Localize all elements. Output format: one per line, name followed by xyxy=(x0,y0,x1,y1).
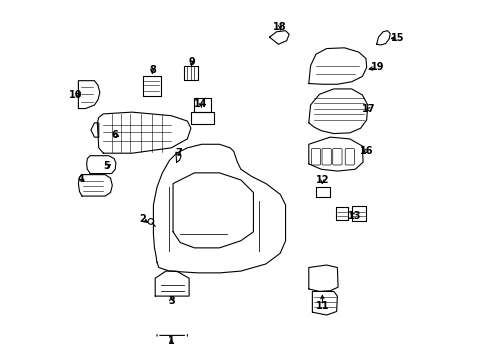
Text: 9: 9 xyxy=(188,57,195,67)
FancyBboxPatch shape xyxy=(311,149,320,165)
Text: 6: 6 xyxy=(112,130,118,140)
Text: 19: 19 xyxy=(370,63,384,72)
Text: 3: 3 xyxy=(167,296,174,306)
FancyBboxPatch shape xyxy=(332,149,341,165)
Text: 1: 1 xyxy=(167,337,174,346)
Text: 13: 13 xyxy=(347,211,361,221)
Text: 8: 8 xyxy=(148,65,156,75)
Text: 12: 12 xyxy=(315,175,328,185)
Text: 14: 14 xyxy=(194,99,207,109)
Text: 10: 10 xyxy=(69,90,82,100)
Text: 17: 17 xyxy=(361,104,375,114)
Text: 5: 5 xyxy=(103,161,110,171)
Text: 16: 16 xyxy=(359,146,373,156)
Text: 4: 4 xyxy=(78,174,84,184)
FancyBboxPatch shape xyxy=(345,149,354,165)
Text: 18: 18 xyxy=(273,22,286,32)
FancyBboxPatch shape xyxy=(322,149,331,165)
Text: 7: 7 xyxy=(175,148,182,158)
Text: 2: 2 xyxy=(139,214,146,224)
Text: 11: 11 xyxy=(315,301,328,311)
Text: 15: 15 xyxy=(390,33,404,43)
